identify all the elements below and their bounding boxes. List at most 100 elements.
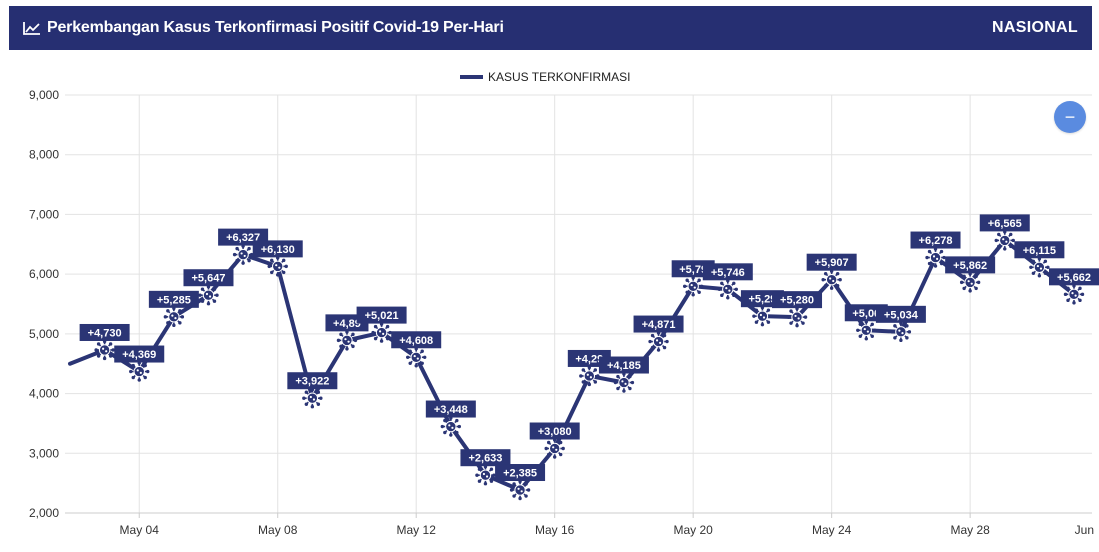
- virus-dot: [451, 426, 454, 429]
- virus-spike-tip: [166, 309, 170, 313]
- virus-spike-tip: [561, 446, 565, 451]
- virus-spike-tip: [691, 293, 695, 297]
- virus-spike-tip: [795, 323, 799, 328]
- virus-spike-tip: [339, 344, 343, 349]
- data-label-box: [495, 464, 546, 482]
- virus-spike-tip: [388, 330, 392, 335]
- virus-spike-tip: [408, 349, 412, 353]
- virus-core: [652, 335, 665, 348]
- virus-spike-tip: [282, 270, 286, 275]
- minus-icon: −: [1064, 107, 1076, 127]
- virus-spike-tip: [373, 324, 378, 329]
- virus-spike-tip: [630, 380, 635, 385]
- data-label-box: [875, 305, 926, 323]
- data-label: +5,662: [1049, 268, 1099, 286]
- virus-spike-tip: [552, 455, 557, 459]
- virus-dot: [901, 332, 904, 335]
- virus-core: [999, 234, 1011, 247]
- virus-marker-icon: [786, 306, 808, 328]
- virus-spike-tip: [789, 309, 793, 313]
- virus-spike-tip: [379, 339, 384, 343]
- virus-spike-tip: [648, 339, 652, 344]
- virus-dot: [1071, 292, 1074, 295]
- data-label-text: +5,862: [953, 260, 987, 272]
- virus-core: [1033, 261, 1046, 273]
- virus-spike-tip: [449, 433, 453, 437]
- collapse-button[interactable]: −: [1054, 101, 1086, 133]
- virus-spike-tip: [754, 320, 759, 324]
- virus-dot: [309, 395, 312, 399]
- virus-spike-tip: [483, 482, 488, 486]
- virus-spike-tip: [108, 354, 113, 358]
- data-label-text: +5,79: [679, 264, 707, 276]
- virus-spike-tip: [524, 482, 528, 486]
- virus-spike-tip: [1043, 259, 1048, 263]
- virus-marker-icon: [959, 272, 981, 293]
- data-label-text: +5,021: [365, 310, 399, 322]
- virus-core: [687, 280, 699, 292]
- virus-spike-tip: [968, 289, 972, 293]
- virus-spike-tip: [976, 280, 981, 285]
- virus-spike-tip: [587, 382, 592, 387]
- data-label-text: +5,285: [157, 294, 191, 306]
- virus-spike-tip: [732, 293, 736, 298]
- virus-core: [791, 311, 803, 323]
- virus-spike-tip: [302, 396, 306, 400]
- virus-spike-tip: [579, 374, 583, 378]
- virus-dot: [1039, 267, 1043, 270]
- virus-marker-icon: [440, 416, 462, 437]
- virus-spike-tip: [821, 277, 825, 282]
- virus-spike-tip: [108, 342, 113, 346]
- virus-spike-tip: [385, 336, 390, 341]
- legend-label: KASUS TERKONFIRMASI: [488, 70, 630, 84]
- virus-spike-tip: [685, 278, 689, 282]
- data-label-box: [702, 263, 753, 281]
- data-label-box: [910, 231, 961, 249]
- virus-spike-tip: [94, 348, 98, 352]
- virus-spike-tip: [593, 380, 598, 384]
- virus-spike-tip: [440, 424, 445, 429]
- virus-dot: [102, 347, 105, 350]
- virus-spike-tip: [235, 246, 239, 251]
- virus-spike-tip: [835, 271, 840, 276]
- virus-dot: [136, 369, 139, 372]
- line-chart: 2,000 3,000 4,000 5,000 6,000 7,000 8,000 9,000…: [29, 70, 1099, 537]
- virus-spike-tip: [455, 430, 459, 435]
- virus-spike-tip: [559, 452, 563, 457]
- x-tick-label: May 16: [535, 523, 575, 537]
- area-chart-icon: [23, 22, 40, 35]
- virus-core: [168, 311, 180, 323]
- virus-spike-tip: [143, 363, 147, 368]
- virus-dot: [171, 314, 174, 317]
- virus-spike-tip: [137, 378, 141, 382]
- virus-dot: [413, 354, 416, 358]
- virus-spike-tip: [96, 342, 101, 346]
- virus-spike-tip: [899, 338, 903, 343]
- data-label: +4,608: [391, 331, 442, 349]
- virus-marker-icon: [648, 331, 669, 352]
- data-label-text: +2,385: [503, 468, 537, 480]
- virus-marker-icon: [1029, 257, 1050, 278]
- virus-spike-tip: [942, 255, 946, 260]
- data-label-text: +4,608: [399, 335, 433, 347]
- virus-spike-tip: [720, 293, 724, 298]
- data-label-box: [252, 240, 303, 258]
- data-label-box: [183, 269, 234, 287]
- virus-spike-tip: [267, 264, 271, 269]
- virus-spike-tip: [962, 286, 966, 291]
- virus-marker-icon: [994, 230, 1015, 251]
- virus-spike-tip: [163, 315, 168, 319]
- data-label-text: +3,080: [538, 426, 572, 438]
- x-tick-label: May 28: [950, 523, 990, 537]
- virus-dot: [275, 264, 278, 267]
- virus-dot: [243, 254, 246, 258]
- virus-spike-tip: [1009, 232, 1013, 237]
- virus-core: [895, 326, 907, 338]
- virus-core: [98, 344, 111, 356]
- virus-spike-tip: [276, 273, 280, 277]
- virus-spike-tip: [1009, 244, 1013, 249]
- virus-spike-tip: [1066, 286, 1070, 291]
- virus-spike-tip: [457, 424, 462, 429]
- virus-spike-tip: [685, 290, 689, 294]
- data-label-text: +2,633: [468, 453, 502, 465]
